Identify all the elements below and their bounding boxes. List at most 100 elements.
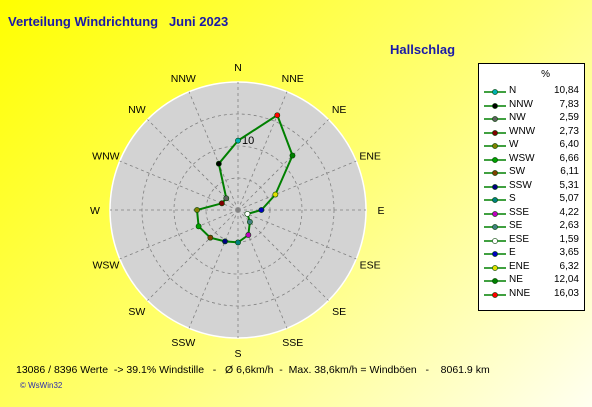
legend-marker-nne: [484, 291, 506, 298]
legend-item-se: SE 2,63: [479, 220, 584, 233]
legend-label: WSW: [509, 152, 535, 164]
direction-label-s: S: [234, 348, 241, 360]
direction-label-w: W: [90, 205, 100, 217]
legend-label: SE: [509, 220, 523, 231]
grid-ring: [173, 145, 303, 275]
legend-item-nnw: NNW 7,83: [479, 99, 584, 112]
direction-label-ne: NE: [332, 104, 347, 116]
legend-label: SSE: [509, 206, 530, 218]
direction-label-sse: SSE: [282, 337, 303, 349]
direction-label-e: E: [377, 205, 384, 217]
legend-marker-se: [484, 224, 506, 230]
legend-value: 2,63: [559, 220, 579, 231]
rose-point-wnw: [218, 200, 225, 207]
legend-marker-wnw: [484, 129, 506, 136]
rose-grid: 10: [110, 82, 366, 338]
legend-marker-e: [484, 251, 506, 257]
legend-value: 16,03: [553, 287, 579, 299]
legend-label: NE: [509, 274, 523, 285]
legend-marker-sw: [484, 170, 506, 176]
chart-title: Verteilung Windrichtung Juni 2023: [8, 14, 229, 29]
direction-label-sw: SW: [128, 306, 145, 318]
legend-item-w: W 6,40: [479, 139, 584, 152]
legend-marker-s: [484, 197, 506, 203]
legend-label: NNW: [509, 98, 533, 110]
legend-marker-w: [484, 143, 506, 149]
rose-point-sw: [207, 234, 214, 241]
rose-point-s: [235, 239, 241, 246]
direction-label-se: SE: [332, 306, 346, 318]
direction-label-n: N: [234, 62, 242, 74]
rose-point-nnw: [215, 160, 222, 167]
legend-label: ENE: [509, 260, 530, 272]
legend-label: S: [509, 193, 516, 204]
legend-item-e: E 3,65: [479, 247, 584, 260]
legend-item-sse: SSE 4,22: [479, 207, 584, 220]
legend-value: 5,07: [559, 193, 579, 204]
legend-value: 2,73: [559, 125, 579, 137]
legend-item-ssw: SSW 5,31: [479, 180, 584, 193]
legend-label: ESE: [509, 233, 530, 245]
rose-point-e: [258, 207, 265, 213]
legend-value: 4,22: [559, 206, 579, 218]
legend-value: 6,32: [559, 260, 579, 272]
rose-point-se: [247, 219, 253, 225]
legend-item-ne: NE 12,04: [479, 274, 584, 287]
direction-label-ese: ESE: [360, 260, 381, 272]
rose-point-n: [235, 137, 241, 144]
legend-label: W: [509, 139, 519, 150]
legend-unit: %: [541, 69, 550, 80]
direction-label-nne: NNE: [282, 73, 304, 85]
legend-marker-ene: [484, 264, 506, 271]
legend-value: 1,59: [559, 233, 579, 245]
legend-marker-nw: [484, 116, 506, 122]
legend-value: 2,59: [559, 112, 579, 123]
legend-marker-wsw: [484, 156, 506, 163]
legend-label: SW: [509, 166, 526, 177]
legend-value: 12,04: [553, 274, 579, 285]
legend-value: 6,66: [559, 152, 579, 164]
legend-label: E: [509, 247, 516, 258]
rose-point-sse: [245, 232, 252, 238]
statistics-summary: 13086 / 8396 Werte -> 39.1% Windstille -…: [16, 364, 490, 376]
rose-data: [194, 112, 296, 246]
legend-label: WNW: [509, 125, 536, 137]
legend-marker-ne: [484, 278, 506, 284]
legend-marker-ese: [484, 237, 506, 244]
direction-label-ene: ENE: [359, 150, 381, 162]
legend-item-wsw: WSW 6,66: [479, 153, 584, 166]
direction-label-ssw: SSW: [171, 337, 195, 349]
rose-point-ne: [289, 152, 296, 159]
ring-scale-label: 10: [242, 135, 254, 147]
legend-label: N: [509, 85, 517, 96]
direction-label-nnw: NNW: [171, 73, 196, 85]
legend-value: 5,31: [559, 179, 579, 191]
direction-labels: N NNE NE ENE E ESE SE SSE S SSW SW WSW W WNW NW NNW: [90, 62, 384, 360]
legend-item-nw: NW 2,59: [479, 112, 584, 125]
software-credit: © WsWin32: [20, 381, 63, 390]
legend-marker-nnw: [484, 102, 506, 109]
legend-label: NW: [509, 112, 526, 123]
rose-point-ese: [244, 210, 251, 217]
legend-value: 6,40: [559, 139, 579, 150]
rose-point-nw: [223, 195, 230, 202]
legend-item-nne: NNE 16,03: [479, 288, 584, 301]
legend-value: 7,83: [559, 98, 579, 110]
direction-label-wsw: WSW: [92, 260, 119, 272]
legend-value: 10,84: [553, 85, 579, 96]
legend-marker-ssw: [484, 183, 506, 190]
rose-point-wsw: [195, 223, 202, 230]
legend-marker-n: [484, 89, 506, 95]
legend: % N 10,84 NNW 7,83 NW 2,59 WNW 2,73 W 6,40 WSW 6,66…: [478, 63, 585, 311]
rose-point-w: [194, 207, 200, 213]
legend-marker-sse: [484, 210, 506, 217]
direction-label-wnw: WNW: [92, 150, 119, 162]
rose-point-ssw: [222, 238, 228, 245]
legend-label: SSW: [509, 179, 532, 191]
legend-item-ene: ENE 6,32: [479, 261, 584, 274]
station-name: Hallschlag: [390, 42, 456, 57]
direction-label-nw: NW: [128, 104, 146, 116]
legend-item-ese: ESE 1,59: [479, 234, 584, 247]
legend-item-sw: SW 6,11: [479, 166, 584, 179]
